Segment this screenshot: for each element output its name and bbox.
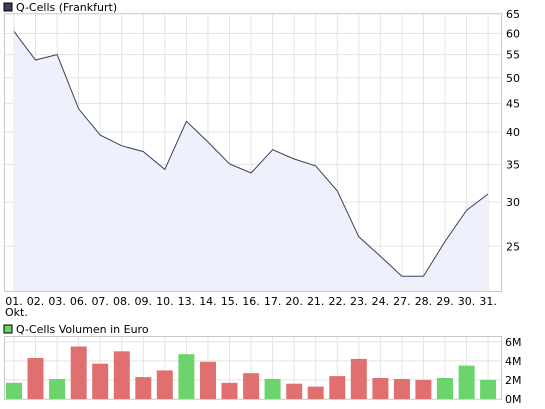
x-tick-label: 14. xyxy=(199,295,217,308)
price-y-tick-label: 55 xyxy=(506,49,520,62)
price-y-tick-label: 25 xyxy=(506,240,520,253)
x-axis: 01. 02. 03. 06. 07. 08. 09. 10. 13. 14. 15. 16. 17. 2… xyxy=(5,295,497,308)
volume-bar xyxy=(415,379,432,399)
volume-legend-swatch xyxy=(3,324,13,334)
volume-y-tick-label: 2M xyxy=(505,374,522,387)
price-y-tick-label: 35 xyxy=(506,158,520,171)
volume-bar xyxy=(6,382,22,399)
x-axis-month-label: Okt. xyxy=(5,306,28,319)
x-tick-label: 16. xyxy=(242,295,260,308)
volume-legend-label: Q-Cells Volumen in Euro xyxy=(16,323,149,336)
volume-bar xyxy=(243,373,260,399)
x-tick-label: 15. xyxy=(221,295,239,308)
price-y-tick-label: 65 xyxy=(506,8,520,21)
price-y-tick-label: 50 xyxy=(506,72,520,85)
x-tick-label: 17. xyxy=(264,295,282,308)
volume-bar xyxy=(70,346,87,399)
volume-bars xyxy=(6,346,497,399)
volume-bar xyxy=(286,383,303,399)
price-legend-swatch xyxy=(3,2,13,12)
volume-bar xyxy=(458,365,475,399)
x-tick-label: 28. xyxy=(415,295,433,308)
price-y-tick-label: 45 xyxy=(506,97,520,110)
x-tick-label: 27. xyxy=(393,295,411,308)
price-area-fill xyxy=(14,31,489,292)
x-tick-label: 13. xyxy=(178,295,196,308)
x-tick-label: 20. xyxy=(285,295,303,308)
volume-bar xyxy=(307,386,324,399)
x-tick-label: 31. xyxy=(479,295,497,308)
x-tick-label: 07. xyxy=(91,295,109,308)
price-y-tick-label: 30 xyxy=(506,196,520,209)
volume-y-axis: 0M 2M 4M 6M xyxy=(505,336,522,406)
volume-bar xyxy=(393,379,410,399)
volume-bar xyxy=(200,361,216,399)
volume-y-tick-label: 0M xyxy=(505,393,522,406)
price-y-tick-label: 60 xyxy=(506,27,520,40)
x-tick-label: 21. xyxy=(307,295,325,308)
x-tick-label: 24. xyxy=(372,295,390,308)
price-y-axis: 25 30 35 40 45 50 55 60 65 xyxy=(506,8,520,253)
volume-bar xyxy=(156,370,173,399)
x-tick-label: 22. xyxy=(329,295,347,308)
volume-bar xyxy=(221,382,238,399)
volume-bar xyxy=(49,379,66,399)
x-tick-label: 29. xyxy=(436,295,454,308)
volume-bar xyxy=(480,379,497,399)
volume-bar xyxy=(178,354,195,399)
volume-y-tick-label: 6M xyxy=(505,336,522,349)
x-tick-label: 10. xyxy=(156,295,174,308)
x-tick-label: 09. xyxy=(135,295,153,308)
volume-bar xyxy=(135,377,152,399)
price-line xyxy=(13,31,489,277)
volume-bar xyxy=(437,378,453,399)
volume-bar xyxy=(113,351,130,399)
x-tick-label: 03. xyxy=(48,295,66,308)
volume-bar xyxy=(27,358,44,399)
price-y-tick-label: 40 xyxy=(506,126,520,139)
x-tick-label: 01. xyxy=(5,295,23,308)
x-tick-label: 06. xyxy=(70,295,88,308)
volume-y-tick-label: 4M xyxy=(505,355,522,368)
x-tick-label: 30. xyxy=(458,295,476,308)
volume-bar xyxy=(264,379,281,399)
x-tick-label: 23. xyxy=(350,295,368,308)
volume-bar xyxy=(350,358,367,399)
volume-bar xyxy=(372,378,389,399)
volume-bar xyxy=(329,376,346,399)
price-legend-label: Q-Cells (Frankfurt) xyxy=(16,1,117,14)
x-tick-label: 02. xyxy=(27,295,45,308)
volume-bar xyxy=(92,363,109,399)
x-tick-label: 08. xyxy=(113,295,131,308)
